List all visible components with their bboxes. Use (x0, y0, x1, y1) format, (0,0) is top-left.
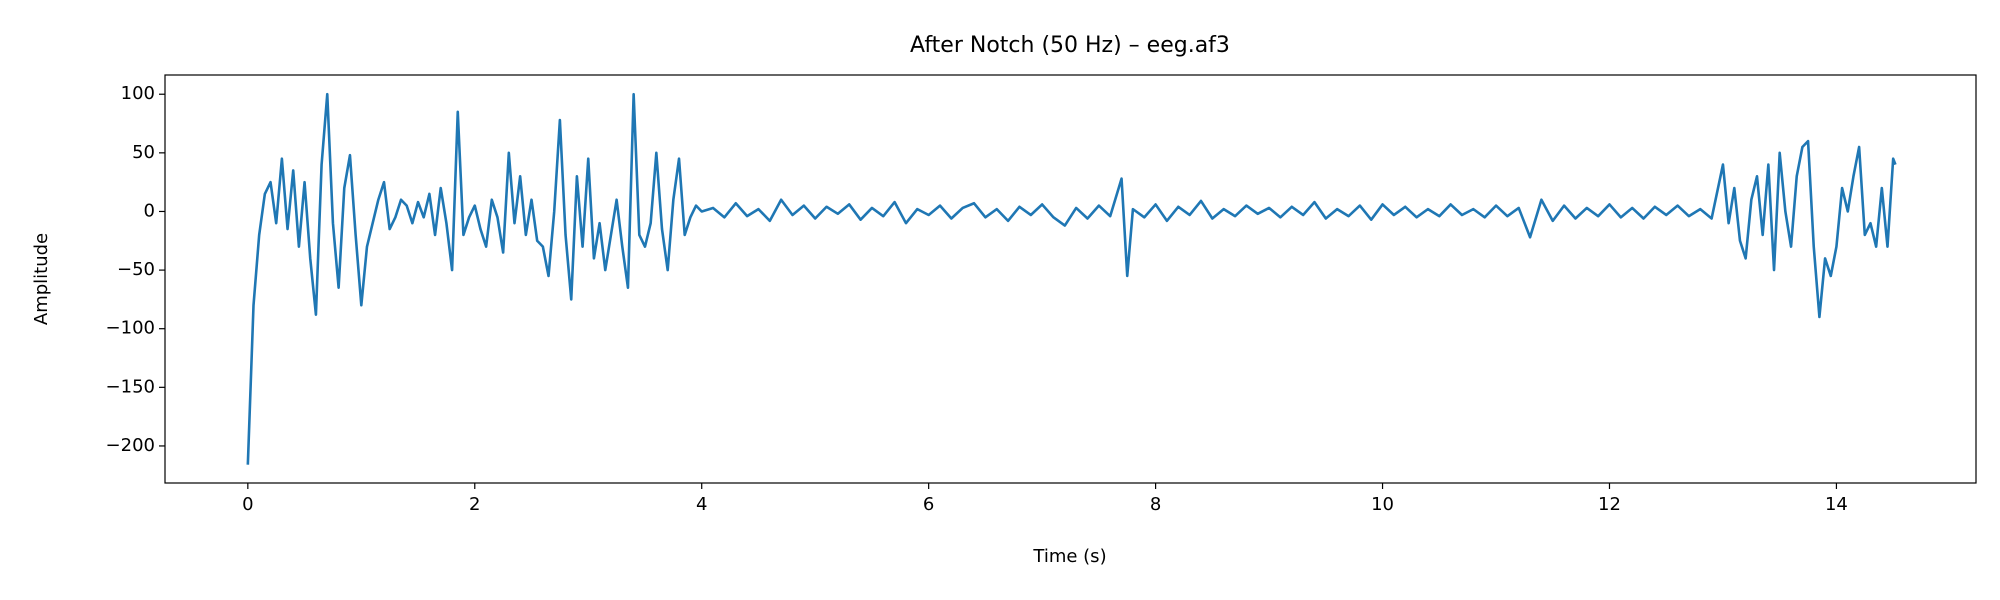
y-tick-label: 50 (132, 142, 155, 163)
x-tick-label: 6 (923, 494, 934, 515)
x-tick-label: 10 (1371, 494, 1394, 515)
y-tick-label: 0 (144, 200, 155, 221)
y-tick-label: −100 (106, 318, 155, 339)
plot-frame (164, 74, 1977, 484)
x-tick-label: 2 (469, 494, 480, 515)
y-tick-label: −200 (106, 435, 155, 456)
y-tick-label: 100 (121, 83, 155, 104)
x-tick-label: 0 (242, 494, 253, 515)
x-tick-label: 8 (1150, 494, 1161, 515)
x-tick-label: 14 (1825, 494, 1848, 515)
signal-line (246, 92, 1897, 465)
x-axis-label: Time (s) (1032, 546, 1106, 567)
x-tick-label: 12 (1598, 494, 1621, 515)
y-axis-label: Amplitude (31, 233, 52, 325)
y-tick-label: −150 (106, 376, 155, 397)
y-tick-label: −50 (117, 259, 155, 280)
chart-title: After Notch (50 Hz) – eeg.af3 (910, 33, 1230, 58)
x-tick-label: 4 (696, 494, 707, 515)
